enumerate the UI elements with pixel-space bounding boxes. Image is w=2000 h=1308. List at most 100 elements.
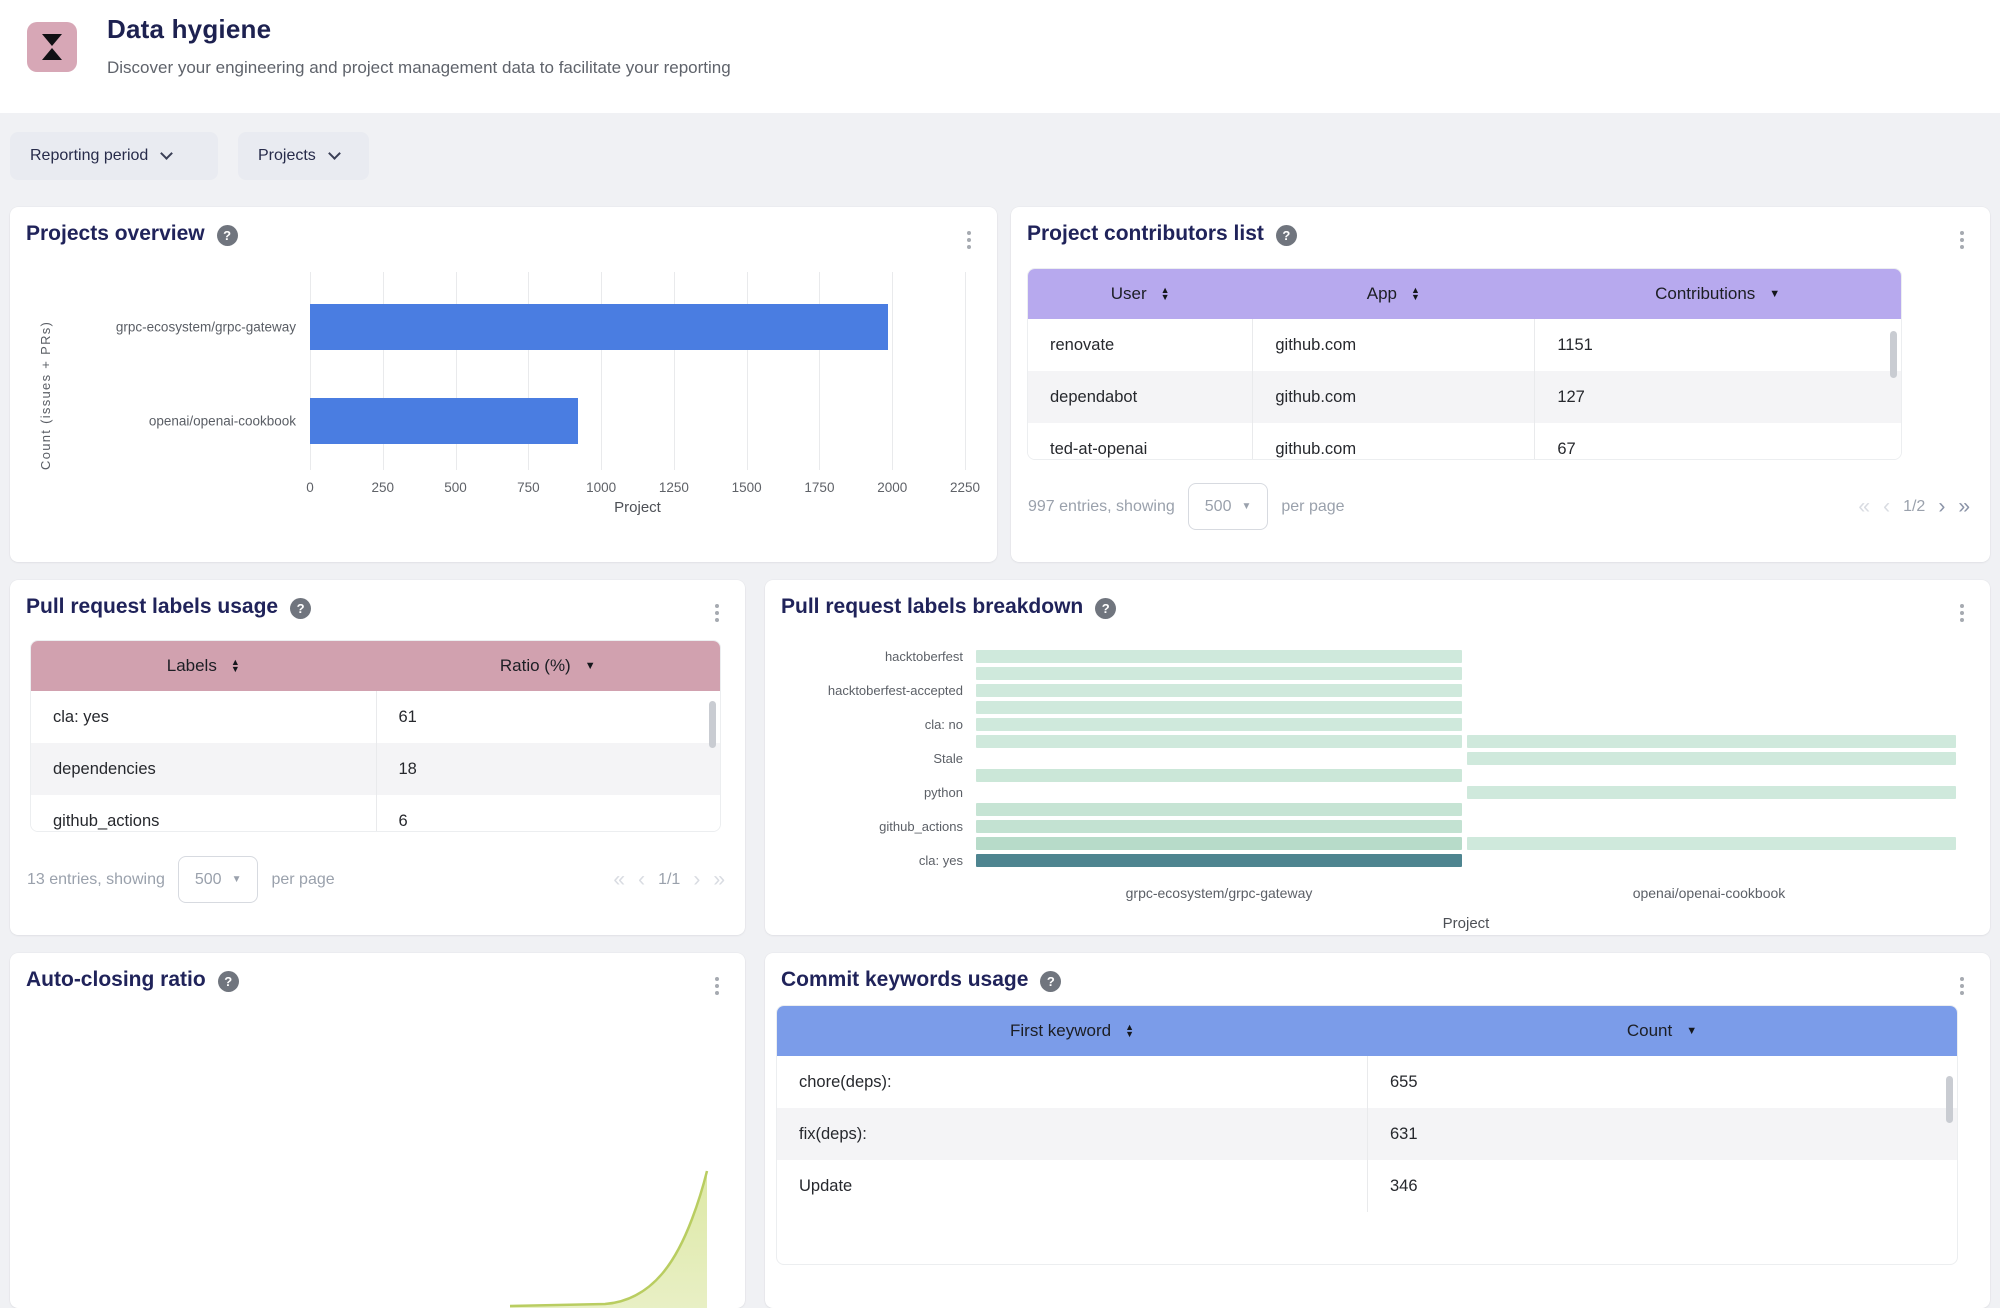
last-page-button[interactable]: » bbox=[713, 867, 725, 891]
x-tick-label: 250 bbox=[371, 480, 395, 495]
breakdown-row-label: cla: no bbox=[924, 717, 963, 732]
table-body: cla: yes 61 dependencies 18 github_actions 6 bbox=[31, 691, 720, 831]
help-icon[interactable]: ? bbox=[1095, 597, 1117, 619]
column-header-contributions[interactable]: Contributions ▼ bbox=[1655, 284, 1781, 303]
column-header-labels[interactable]: Labels ▲ ▼ bbox=[166, 656, 240, 675]
breakdown-cell bbox=[1467, 650, 1956, 663]
help-icon[interactable]: ? bbox=[216, 224, 238, 246]
table-cell: cla: yes bbox=[53, 707, 109, 726]
table-cell: dependabot bbox=[1050, 387, 1138, 406]
column-header-app[interactable]: App ▲ ▼ bbox=[1366, 284, 1420, 303]
x-tick-label: 750 bbox=[517, 480, 540, 495]
projects-dropdown[interactable]: Projects bbox=[238, 132, 369, 180]
breakdown-row-label: hacktoberfest bbox=[884, 649, 963, 664]
labels-usage-card: Pull request labels usage ? Labels ▲ ▼ Ra… bbox=[10, 580, 745, 935]
table-cell: 67 bbox=[1534, 423, 1901, 459]
breakdown-cell bbox=[1467, 854, 1956, 867]
help-icon[interactable]: ? bbox=[290, 597, 312, 619]
prev-page-button[interactable]: ‹ bbox=[1883, 494, 1891, 518]
gridline bbox=[673, 272, 675, 470]
table-cell: github.com bbox=[1252, 371, 1534, 423]
table-row: chore(deps): 655 bbox=[777, 1056, 1957, 1108]
breakdown-row: hacktoberfest-accepted bbox=[781, 683, 1956, 698]
column-header-user[interactable]: User ▲ ▼ bbox=[1110, 284, 1170, 303]
breakdown-row: hacktoberfest bbox=[781, 649, 1956, 664]
page-size-select[interactable]: 500 ▼ bbox=[1187, 483, 1269, 530]
gridline bbox=[455, 272, 457, 470]
breakdown-bar bbox=[976, 837, 1462, 850]
column-header-first-keyword[interactable]: First keyword ▲ ▼ bbox=[1010, 1021, 1134, 1040]
breakdown-cell bbox=[1467, 837, 1956, 850]
breakdown-bar bbox=[976, 684, 1462, 697]
last-page-button[interactable]: » bbox=[1958, 494, 1970, 518]
reporting-period-dropdown[interactable]: Reporting period bbox=[10, 132, 218, 180]
breakdown-cell bbox=[1467, 735, 1956, 748]
breakdown-row: cla: yes bbox=[781, 853, 1956, 868]
table-cell: 1151 bbox=[1534, 319, 1901, 371]
table-cell: 655 bbox=[1367, 1056, 1957, 1108]
sort-icon: ▲ ▼ bbox=[1160, 285, 1170, 302]
help-icon[interactable]: ? bbox=[1275, 224, 1297, 246]
help-icon[interactable]: ? bbox=[217, 970, 239, 992]
breakdown-cell bbox=[1467, 718, 1956, 731]
x-tick-label: 1750 bbox=[804, 480, 835, 495]
kebab-menu-icon[interactable] bbox=[1956, 227, 1968, 253]
breakdown-row: python bbox=[781, 785, 1956, 800]
kebab-menu-icon[interactable] bbox=[711, 973, 723, 999]
help-icon[interactable]: ? bbox=[1040, 970, 1062, 992]
table-row: ted-at-openai github.com 67 bbox=[1028, 423, 1901, 459]
breakdown-cell bbox=[976, 854, 1462, 867]
breakdown-row-label: Stale bbox=[933, 751, 963, 766]
breakdown-row bbox=[781, 769, 1956, 782]
breakdown-column-label: grpc-ecosystem/grpc-gateway bbox=[1125, 885, 1313, 901]
breakdown-x-labels: grpc-ecosystem/grpc-gateway openai/openai… bbox=[781, 885, 1956, 901]
breakdown-bar bbox=[976, 718, 1462, 731]
breakdown-bar bbox=[976, 701, 1462, 714]
next-page-button[interactable]: › bbox=[693, 867, 701, 891]
sort-desc-icon: ▼ bbox=[1769, 288, 1781, 300]
gridline bbox=[528, 272, 530, 470]
table-body: renovate github.com 1151 dependabot github.c… bbox=[1028, 319, 1901, 459]
x-axis-label: Project bbox=[1442, 915, 1490, 932]
kebab-menu-icon[interactable] bbox=[1956, 600, 1968, 626]
chevron-down-icon: ▼ bbox=[1241, 501, 1252, 512]
panel-title: Project contributors list bbox=[1027, 222, 1264, 245]
page-size-select[interactable]: 500 ▼ bbox=[177, 856, 259, 903]
table-header: User ▲ ▼ App ▲ ▼ Contributions ▼ bbox=[1028, 269, 1901, 319]
breakdown-cell bbox=[976, 667, 1462, 680]
contributors-table: User ▲ ▼ App ▲ ▼ Contributions ▼ renovate g… bbox=[1027, 268, 1902, 460]
sort-desc-icon: ▼ bbox=[1686, 1025, 1698, 1037]
table-footer: 13 entries, showing 500 ▼ per page « ‹ 1… bbox=[27, 856, 725, 903]
x-tick-label: 1000 bbox=[586, 480, 617, 495]
commit-keywords-card: Commit keywords usage ? First keyword ▲ ▼… bbox=[765, 953, 1990, 1308]
pagination: « ‹ 1/2 › » bbox=[1858, 495, 1970, 519]
per-page-text: per page bbox=[1281, 497, 1345, 515]
column-header-count[interactable]: Count ▼ bbox=[1626, 1021, 1698, 1040]
first-page-button[interactable]: « bbox=[613, 867, 626, 891]
table-cell: github_actions bbox=[53, 811, 160, 830]
scrollbar-thumb[interactable] bbox=[709, 701, 716, 748]
data-hygiene-hourglass-icon bbox=[27, 22, 77, 72]
x-tick-label: 1250 bbox=[658, 480, 689, 495]
reporting-period-label: Reporting period bbox=[30, 147, 149, 164]
pagination: « ‹ 1/1 › » bbox=[613, 868, 725, 892]
breakdown-row-label: python bbox=[923, 785, 963, 800]
next-page-button[interactable]: › bbox=[1938, 494, 1946, 518]
first-page-button[interactable]: « bbox=[1858, 494, 1871, 518]
breakdown-cell bbox=[976, 820, 1462, 833]
breakdown-cell bbox=[1467, 803, 1956, 816]
prev-page-button[interactable]: ‹ bbox=[638, 867, 646, 891]
column-header-ratio[interactable]: Ratio (%) ▼ bbox=[499, 656, 596, 675]
app-header: Data hygiene Discover your engineering a… bbox=[0, 0, 2000, 113]
kebab-menu-icon[interactable] bbox=[1956, 973, 1968, 999]
kebab-menu-icon[interactable] bbox=[963, 227, 975, 253]
sort-icon: ▲ ▼ bbox=[1125, 1022, 1134, 1039]
kebab-menu-icon[interactable] bbox=[711, 600, 723, 626]
scrollbar-thumb[interactable] bbox=[1946, 1076, 1953, 1123]
table-cell: github.com bbox=[1252, 319, 1534, 371]
scrollbar-thumb[interactable] bbox=[1890, 331, 1897, 378]
entries-text: 13 entries, showing bbox=[27, 870, 165, 888]
chevron-down-icon bbox=[327, 147, 341, 160]
panel-title: Projects overview bbox=[26, 222, 205, 245]
y-category-label: openai/openai-cookbook bbox=[148, 413, 296, 428]
